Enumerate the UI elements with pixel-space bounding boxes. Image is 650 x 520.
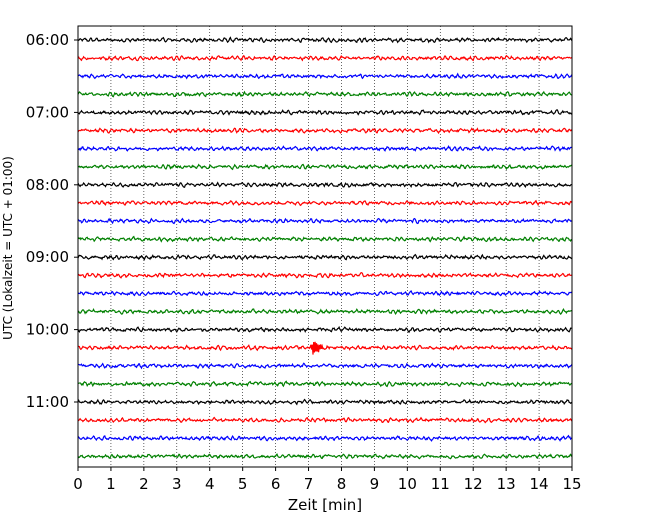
trace-row [77,163,573,171]
y-tick-label: 09:00 [26,248,69,266]
trace-row [77,90,573,98]
y-axis: 06:00 07:00 08:00 09:00 10:00 11:00 [26,31,78,411]
x-tick-label: 7 [304,475,314,493]
trace-row [77,145,573,152]
x-tick-label: 8 [337,475,347,493]
x-tick-label: 3 [172,475,182,493]
x-tick-label: 15 [562,475,581,493]
x-tick-label: 0 [73,475,83,493]
trace-row [77,72,573,80]
x-axis: 0 1 2 3 4 5 6 7 8 9 10 11 12 13 14 15 [73,467,582,493]
x-axis-label: Zeit [min] [288,496,362,514]
trace-row [77,453,573,460]
x-tick-label: 2 [139,475,149,493]
trace-row [77,272,573,279]
x-tick-label: 10 [398,475,417,493]
x-tick-label: 14 [530,475,549,493]
trace-row [77,253,573,261]
x-tick-label: 13 [497,475,516,493]
trace-row [77,380,573,388]
y-tick-label: 07:00 [26,103,69,121]
trace-row [77,434,573,442]
seismic-traces [77,36,573,460]
y-tick-label: 06:00 [26,31,69,49]
x-tick-label: 12 [464,475,483,493]
trace-row [77,217,573,225]
x-tick-label: 5 [238,475,248,493]
trace-row [77,127,573,135]
y-axis-label: UTC (Lokalzeit = UTC + 01:00) [1,156,15,340]
trace-row [77,199,573,207]
trace-row [77,341,573,355]
trace-row [77,54,573,62]
x-tick-label: 4 [205,475,215,493]
y-tick-label: 08:00 [26,176,69,194]
plot-frame [77,25,573,468]
trace-row [77,398,573,406]
y-tick-label: 10:00 [26,321,69,339]
trace-row [77,362,573,370]
x-tick-label: 11 [431,475,450,493]
trace-row [77,289,573,297]
x-tick-label: 1 [106,475,116,493]
trace-row [77,36,573,44]
x-tick-label: 9 [370,475,380,493]
trace-row [77,308,573,315]
trace-row [77,325,573,334]
trace-row [77,181,573,188]
trace-row [77,235,573,243]
x-tick-label: 6 [271,475,281,493]
y-tick-label: 11:00 [26,393,69,411]
trace-row [77,416,573,424]
trace-row [77,109,573,116]
